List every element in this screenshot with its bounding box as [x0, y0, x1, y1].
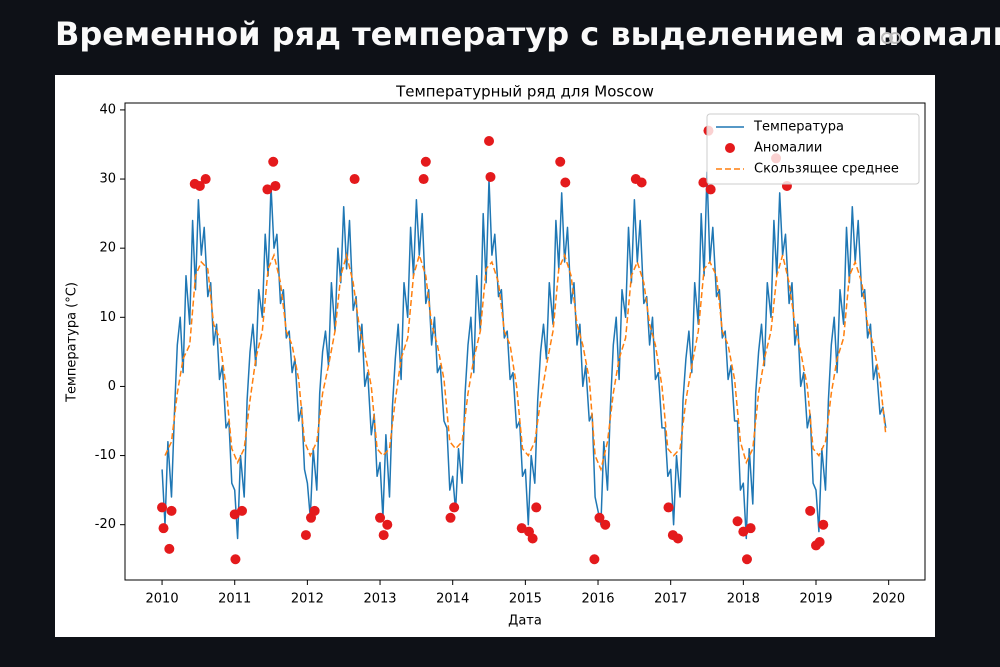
legend: Температура Аномалии Скользящее среднее: [706, 113, 920, 185]
y-tick-label: 40: [99, 102, 116, 117]
legend-label: Скользящее среднее: [754, 162, 899, 177]
anomaly-point: [157, 502, 168, 513]
anomaly-point: [672, 533, 683, 544]
anomaly-point: [663, 502, 674, 513]
anomaly-point: [418, 174, 429, 185]
anomaly-point: [745, 523, 756, 534]
y-axis-label: Температура (°C): [65, 282, 80, 403]
anomaly-point: [484, 136, 495, 147]
link-icon[interactable]: [881, 32, 901, 44]
anomaly-point: [158, 523, 169, 534]
anomaly-point: [268, 156, 279, 167]
y-tick-label: -10: [95, 448, 116, 463]
x-tick-label: 2016: [581, 592, 614, 607]
anomaly-point: [485, 171, 496, 182]
y-tick-label: 30: [99, 172, 116, 187]
anomaly-point: [378, 530, 389, 541]
x-tick-label: 2019: [799, 592, 832, 607]
anomaly-point: [449, 502, 460, 513]
x-tick-label: 2010: [146, 592, 179, 607]
anomaly-point: [236, 505, 247, 516]
anomaly-point: [527, 533, 538, 544]
anomaly-point: [230, 554, 241, 565]
x-tick-label: 2017: [654, 592, 687, 607]
anomaly-point: [270, 180, 281, 191]
anomaly-point: [636, 177, 647, 188]
legend-label: Аномалии: [754, 141, 822, 156]
x-tick-label: 2012: [291, 592, 324, 607]
chart-title: Температурный ряд для Moscow: [395, 83, 654, 101]
anomaly-point: [445, 512, 456, 523]
page-title: Временной ряд температур с выделением ан…: [55, 15, 1000, 53]
legend-box: [706, 113, 920, 185]
moving-average-line: [164, 252, 887, 472]
anomaly-point: [375, 512, 386, 523]
temperature-line: [161, 171, 887, 540]
x-tick-label: 2014: [436, 592, 469, 607]
anomaly-point: [555, 156, 566, 167]
anomaly-point: [349, 174, 360, 185]
anomaly-point: [262, 184, 273, 195]
anomaly-point: [194, 180, 205, 191]
legend-marker: [725, 143, 735, 153]
x-tick-label: 2013: [363, 592, 396, 607]
anomaly-point: [166, 505, 177, 516]
anomaly-point: [732, 516, 743, 527]
anomaly-point: [698, 177, 709, 188]
x-axis-label: Дата: [508, 614, 542, 629]
anomaly-point: [589, 554, 600, 565]
anomaly-point: [805, 505, 816, 516]
anomaly-point: [420, 156, 431, 167]
axes-frame: [124, 102, 926, 581]
x-tick-label: 2020: [872, 592, 905, 607]
anomaly-point: [600, 519, 611, 530]
anomaly-point: [594, 512, 605, 523]
anomaly-point: [300, 530, 311, 541]
x-tick-label: 2015: [509, 592, 542, 607]
y-tick-label: 20: [99, 241, 116, 256]
anomaly-point: [200, 174, 211, 185]
anomaly-point: [814, 536, 825, 547]
anomaly-point: [309, 505, 320, 516]
y-tick-label: 0: [108, 379, 116, 394]
anomaly-point: [164, 543, 175, 554]
y-tick-label: -20: [95, 517, 116, 532]
x-tick-label: 2018: [727, 592, 760, 607]
x-tick-label: 2011: [218, 592, 251, 607]
y-tick-label: 10: [99, 310, 116, 325]
anomaly-point: [560, 177, 571, 188]
anomaly-point: [741, 554, 752, 565]
legend-label: Температура: [753, 120, 844, 135]
anomaly-point: [705, 184, 716, 195]
anomaly-point: [531, 502, 542, 513]
anomaly-point: [382, 519, 393, 530]
anomaly-point: [818, 519, 829, 530]
